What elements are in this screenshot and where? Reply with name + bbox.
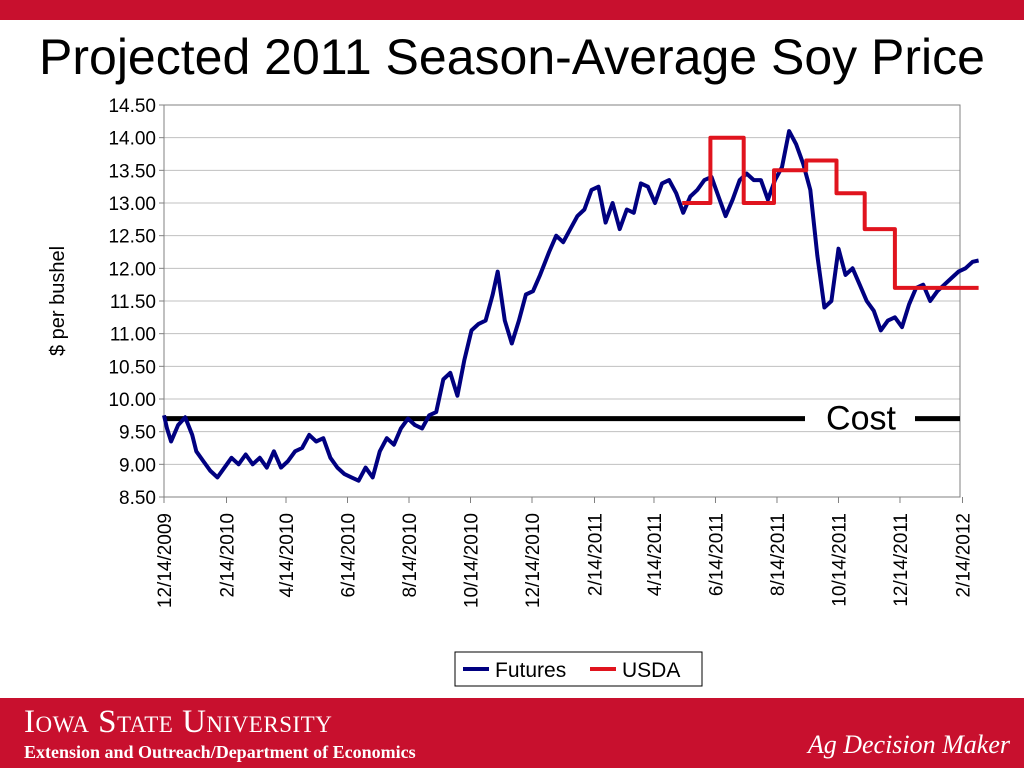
- y-axis-label: $ per bushel: [47, 246, 69, 356]
- x-tick-label: 8/14/2010: [400, 513, 421, 598]
- y-tick-label: 10.00: [108, 390, 156, 411]
- y-tick-label: 13.00: [108, 194, 156, 215]
- legend-label-futures: Futures: [495, 659, 566, 682]
- x-tick-label: 4/14/2011: [645, 513, 666, 596]
- slide-title: Projected 2011 Season-Average Soy Price: [39, 29, 985, 85]
- y-tick-label: 9.00: [119, 455, 156, 476]
- y-tick-label: 12.00: [108, 259, 156, 280]
- x-tick-label: 10/14/2011: [829, 513, 850, 607]
- x-tick-label: 6/14/2011: [706, 513, 727, 596]
- x-tick-label: 12/14/2010: [523, 513, 544, 608]
- y-tick-label: 11.00: [110, 325, 156, 346]
- y-tick-label: 11.50: [110, 292, 156, 313]
- x-tick-label: 10/14/2010: [461, 513, 482, 608]
- x-axis: 12/14/2009 2/14/2010 4/14/2010 6/14/2010 8/1…: [155, 497, 974, 608]
- series-group: [162, 129, 980, 483]
- x-tick-label: 2/14/2012: [953, 513, 974, 598]
- y-tick-label: 12.50: [108, 227, 156, 248]
- program-tagline: Ag Decision Maker: [807, 730, 1010, 759]
- x-tick-label: 12/14/2009: [155, 513, 176, 608]
- cost-label: Cost: [826, 400, 896, 438]
- series-line-usda: [682, 135, 979, 290]
- legend-box: [454, 651, 703, 687]
- y-tick-label: 14.50: [108, 96, 156, 117]
- top-accent-bar: [0, 0, 1024, 20]
- x-tick-label: 4/14/2010: [277, 513, 298, 598]
- x-tick-label: 8/14/2011: [768, 513, 789, 596]
- y-tick-label: 10.50: [108, 357, 156, 378]
- x-tick-label: 2/14/2010: [218, 513, 239, 598]
- y-axis: 14.50 14.00 13.50 13.00 12.50 12.00 11.50 11.00…: [108, 96, 164, 509]
- cost-line-group: Cost: [164, 400, 960, 438]
- x-tick-label: 2/14/2011: [586, 513, 607, 596]
- y-tick-label: 14.00: [108, 129, 156, 150]
- gridlines: [164, 137, 960, 465]
- y-tick-label: 9.50: [119, 423, 156, 444]
- x-tick-label: 12/14/2011: [891, 513, 912, 607]
- department-label: Extension and Outreach/Department of Eco…: [24, 742, 416, 762]
- series-line-futures: [162, 129, 980, 483]
- y-tick-label: 8.50: [119, 488, 156, 509]
- legend-label-usda: USDA: [622, 659, 680, 682]
- x-tick-label: 6/14/2010: [338, 513, 359, 598]
- legend: Futures USDA: [454, 651, 703, 687]
- y-tick-label: 13.50: [108, 161, 156, 182]
- university-logo-text: Iowa State University: [24, 704, 333, 740]
- footer-bar: Iowa State University Extension and Outr…: [0, 698, 1024, 768]
